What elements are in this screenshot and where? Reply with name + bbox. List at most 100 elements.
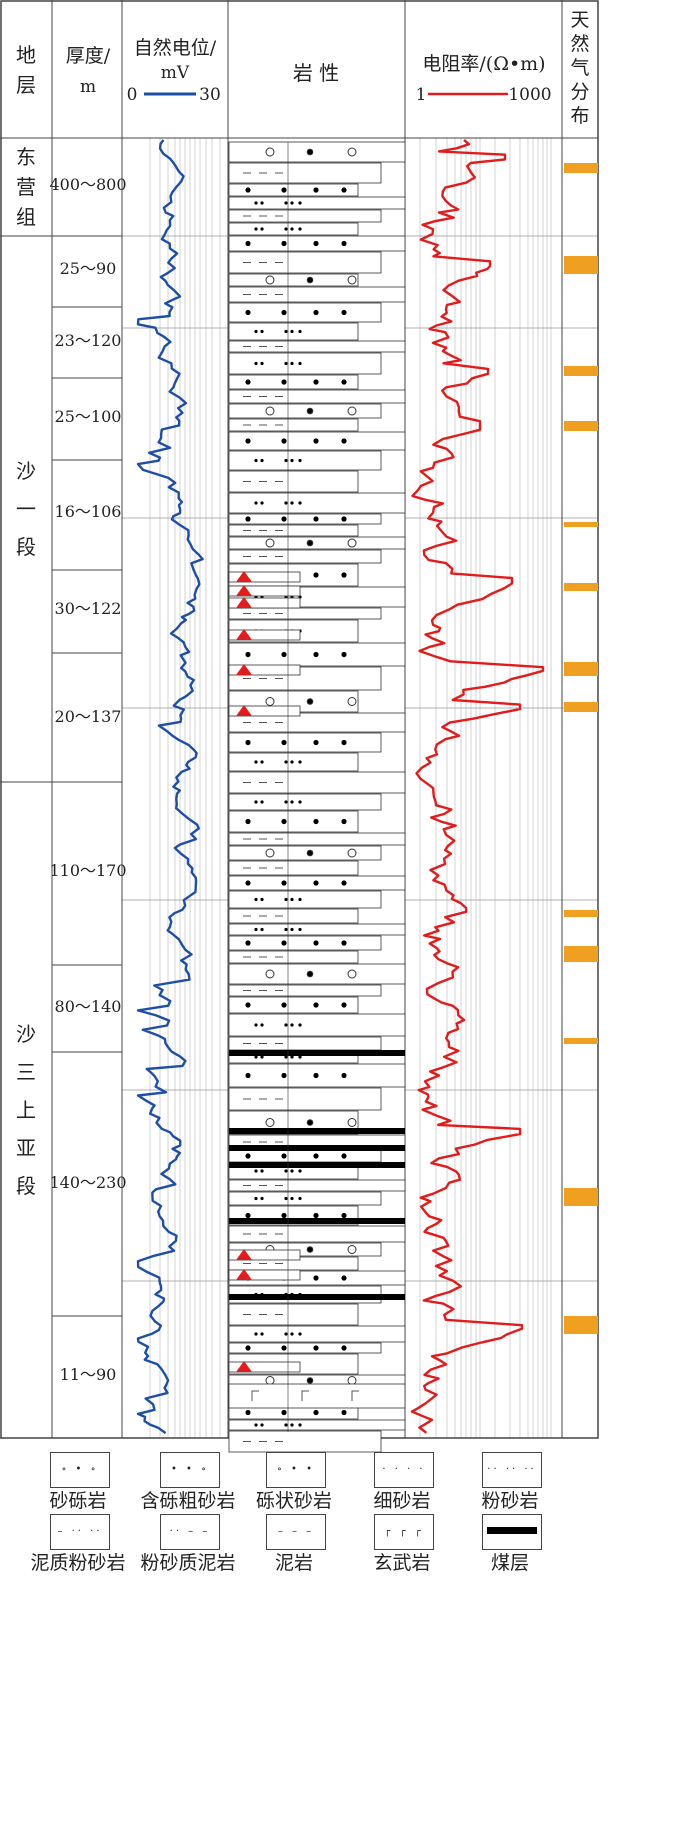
triangle-mark — [236, 1269, 252, 1280]
coarse-dot — [341, 1212, 347, 1219]
sp-min: 0 — [127, 85, 138, 105]
pebble-dot — [265, 697, 275, 706]
lithology-bed — [228, 1419, 406, 1431]
triangle-mark — [236, 585, 252, 596]
lithology-bed — [228, 183, 359, 197]
coal-seam — [229, 1050, 405, 1056]
lithology-bed — [228, 403, 382, 419]
strata-label: 营 — [16, 175, 36, 199]
lithology-bed — [228, 524, 359, 537]
silt-dot — [260, 1423, 264, 1427]
pebble-dot — [306, 1377, 314, 1384]
coarse-dot — [281, 379, 287, 385]
gas-layer — [564, 163, 598, 173]
coarse-dot — [281, 187, 287, 193]
lithology-bed — [228, 629, 301, 641]
legend-symbol: · · · · — [382, 1464, 426, 1475]
silt-dot — [254, 501, 258, 505]
sp-curve — [136, 139, 204, 1435]
silt-dot — [254, 1055, 258, 1059]
lithology-bed — [228, 286, 406, 303]
coarse-dot — [341, 739, 347, 746]
coarse-dot — [245, 739, 251, 746]
coarse-dot — [341, 187, 347, 193]
gas-layer — [564, 702, 598, 712]
lithology-bed — [228, 1303, 359, 1326]
pebble-dot — [306, 539, 314, 547]
silt-dot — [260, 897, 264, 902]
coarse-dot — [245, 1002, 251, 1008]
silt-dot — [260, 1055, 264, 1059]
coarse-dot — [341, 1002, 347, 1008]
pebble-dot — [347, 275, 357, 285]
coarse-dot — [313, 1409, 319, 1416]
lithology-bed — [228, 1430, 382, 1453]
coarse-dot — [313, 1345, 319, 1351]
legend-swatch-fine-sand: · · · · — [374, 1452, 434, 1488]
coarse-dot — [313, 187, 319, 193]
coarse-dot — [281, 1409, 287, 1416]
silt-dot — [254, 1023, 258, 1027]
gas-layer — [564, 910, 598, 917]
legend-symbol: – – – — [277, 1526, 315, 1537]
lithology-bed — [228, 810, 359, 833]
pebble-dot — [347, 848, 357, 858]
silt-dot — [298, 458, 302, 463]
res-min: 1 — [416, 85, 427, 105]
pebble-dot — [347, 697, 357, 706]
lithology-bed — [228, 1149, 382, 1163]
pebble-dot — [347, 969, 357, 979]
pebble-dot — [306, 1119, 314, 1126]
silt-dot — [284, 501, 288, 505]
coarse-dot — [281, 516, 287, 522]
coarse-dot — [245, 187, 251, 193]
lithology-bed — [228, 450, 382, 471]
lithology-bed — [228, 196, 406, 210]
lithology-bed — [228, 389, 406, 404]
gas-layer — [564, 421, 598, 431]
thickness-label: 80～140 — [55, 997, 122, 1016]
coarse-dot — [281, 818, 287, 825]
silt-dot — [254, 201, 258, 205]
gas-layer — [564, 256, 598, 274]
coal-seam — [229, 1145, 405, 1151]
header-gas: 气 — [570, 57, 589, 79]
silt-dot — [298, 760, 302, 764]
coarse-dot — [281, 1002, 287, 1008]
coarse-dot — [341, 940, 347, 946]
lithology-bed — [228, 1249, 301, 1261]
lithology-bed — [228, 1383, 406, 1409]
coal-symbol — [487, 1527, 537, 1534]
legend-swatch-mudstone: – – – — [266, 1514, 326, 1550]
gas-layer — [564, 662, 598, 676]
thickness-label: 25～100 — [55, 407, 122, 426]
res-max: 1000 — [508, 85, 551, 105]
silt-dot — [284, 1023, 288, 1027]
silt-dot — [254, 897, 258, 902]
lithology-bed — [228, 1225, 406, 1243]
coarse-dot — [245, 438, 251, 444]
legend-label: 煤层 — [490, 1552, 529, 1574]
lithology-column — [228, 141, 406, 1453]
silt-dot — [290, 361, 294, 366]
coarse-dot — [313, 739, 319, 746]
coarse-dot — [245, 651, 251, 658]
thickness-label: 30～122 — [55, 599, 122, 618]
lithology-bed — [228, 908, 359, 924]
lithology-bed — [228, 536, 406, 550]
lithology-bed — [228, 984, 382, 997]
coarse-dot — [341, 572, 347, 578]
coarse-dot — [245, 309, 251, 316]
silt-dot — [298, 1332, 302, 1336]
legend-swatch-pebbly-coarse-sand: • • ∘ — [160, 1452, 220, 1488]
silt-dot — [284, 927, 288, 932]
gas-layer — [564, 522, 598, 527]
pebble-dot — [265, 147, 275, 157]
strata-label: 上 — [16, 1098, 36, 1122]
silt-dot — [290, 1055, 294, 1059]
gas-layer — [564, 1316, 598, 1334]
silt-dot — [254, 760, 258, 764]
lithology-bed — [228, 340, 406, 353]
